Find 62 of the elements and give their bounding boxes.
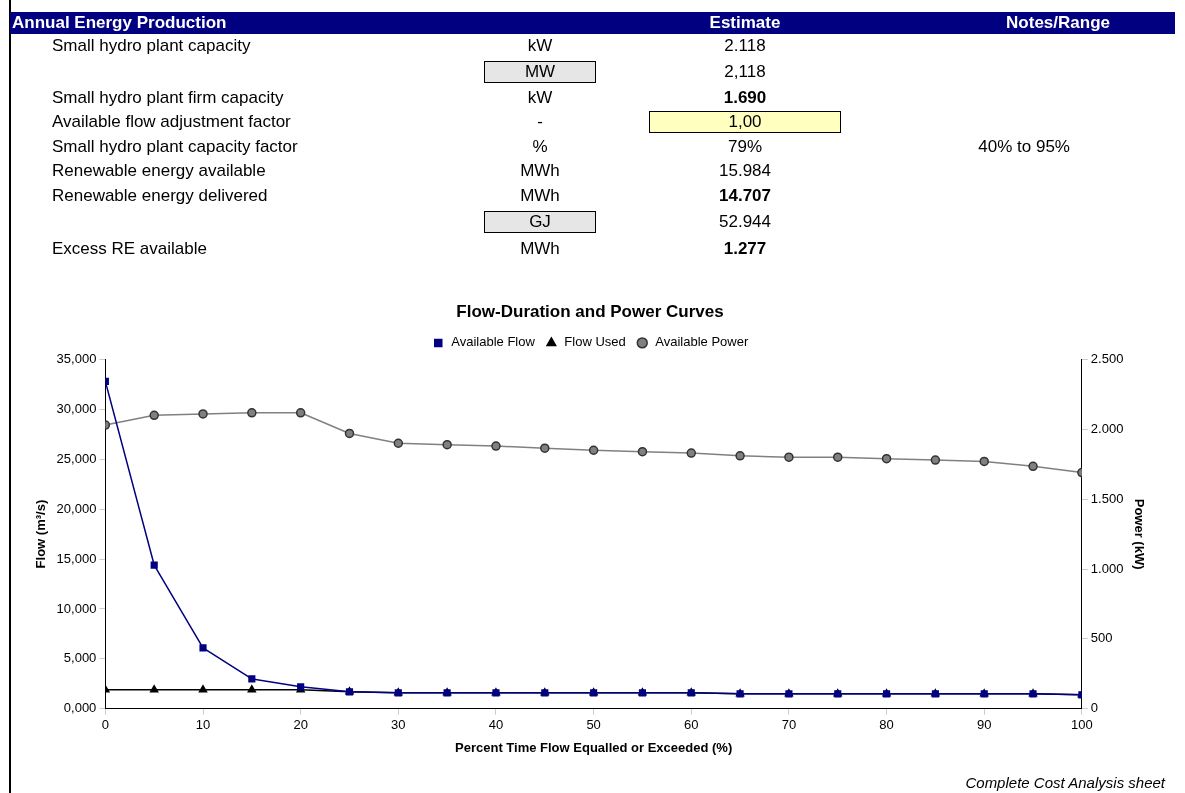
y-tick-label: 5,000 — [63, 650, 97, 666]
text: Excess RE available — [51, 238, 208, 259]
x-axis-title: Percent Time Flow Equalled or Exceeded (%) — [455, 739, 733, 755]
legend-label: Available Power — [655, 334, 749, 350]
text: 2,118 — [723, 62, 767, 82]
x-tick-label: 80 — [879, 717, 894, 733]
x-tick-label: 0 — [101, 717, 109, 733]
y-tick-label: 25,000 — [56, 450, 97, 466]
legend-label: Available Flow — [451, 334, 536, 350]
text: % — [531, 136, 549, 157]
text: Notes/Range — [1005, 13, 1111, 33]
text: 40% to 95% — [977, 136, 1071, 157]
text: Renewable energy delivered — [51, 185, 269, 206]
x-tick-label: 70 — [781, 717, 797, 733]
text: 52.944 — [718, 211, 772, 232]
y2-tick-label: 2.500 — [1090, 350, 1124, 366]
text: 1.690 — [722, 87, 768, 108]
y2-tick-label: 500 — [1090, 630, 1113, 646]
text: Small hydro plant capacity factor — [51, 136, 299, 157]
text: Small hydro plant firm capacity — [51, 87, 285, 108]
y-tick-label: 20,000 — [56, 500, 97, 516]
text: 79% — [727, 136, 763, 157]
y2-tick-label: 1.500 — [1090, 490, 1124, 506]
text: 14.707 — [718, 185, 772, 206]
text: - — [536, 112, 544, 133]
text: Annual Energy Production — [11, 13, 228, 33]
y2-axis-title: Power (kW) — [1131, 498, 1147, 570]
text: MWh — [519, 238, 561, 259]
y-tick-label: 30,000 — [56, 400, 97, 416]
x-tick-label: 30 — [391, 717, 406, 733]
text: Available flow adjustment factor — [51, 112, 292, 133]
text: 2.118 — [723, 36, 767, 57]
x-tick-label: 60 — [684, 717, 699, 733]
input-field: MW — [484, 61, 596, 83]
text: MWh — [519, 161, 561, 182]
input-field: GJ — [484, 210, 596, 233]
input-field: 1,00 — [649, 111, 841, 134]
text: Complete Cost Analysis sheet — [965, 774, 1165, 791]
y-tick-label: 15,000 — [56, 550, 97, 566]
x-tick-label: 20 — [293, 717, 308, 733]
chart-title: Flow-Duration and Power Curves — [456, 301, 724, 321]
y2-tick-label: 2.000 — [1090, 420, 1124, 436]
text: MWh — [519, 185, 561, 206]
y2-tick-label: 0 — [1090, 700, 1099, 716]
x-tick-label: 100 — [1071, 717, 1093, 733]
text: 15.984 — [718, 161, 772, 182]
text: kW — [526, 87, 554, 108]
text: Estimate — [708, 13, 782, 33]
text: Small hydro plant capacity — [51, 36, 252, 57]
x-tick-label: 90 — [976, 717, 992, 733]
text: Renewable energy available — [51, 161, 267, 182]
x-tick-label: 50 — [586, 717, 601, 733]
y-axis-title: Flow (m³/s) — [33, 499, 49, 569]
y2-tick-label: 1.000 — [1090, 560, 1124, 576]
x-tick-label: 40 — [488, 717, 504, 733]
legend-label: Flow Used — [564, 334, 626, 350]
y-tick-label: 0,000 — [63, 700, 97, 716]
text: kW — [526, 36, 554, 57]
y-tick-label: 10,000 — [56, 600, 97, 616]
x-tick-label: 10 — [195, 717, 211, 733]
text: 1.277 — [722, 238, 768, 259]
y-tick-label: 35,000 — [56, 350, 97, 366]
